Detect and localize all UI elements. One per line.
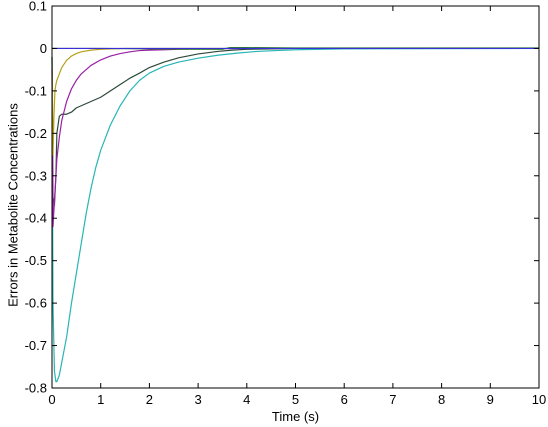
x-tick-label: 5	[292, 392, 299, 407]
x-tick-label: 7	[389, 392, 396, 407]
y-ticks: 0.1 0 -0.1 -0.2 -0.3 -0.4 -0.5 -0.6 -0.7 -0.8	[25, 0, 539, 396]
x-tick-label: 8	[438, 392, 445, 407]
series-layer	[51, 46, 540, 383]
y-tick-label: 0.1	[29, 0, 47, 14]
x-tick-label: 10	[532, 392, 546, 407]
y-tick-label: -0.6	[25, 296, 47, 311]
y-tick-label: -0.3	[25, 168, 47, 183]
x-tick-label: 0	[48, 392, 55, 407]
y-tick-label: -0.4	[25, 211, 47, 226]
y-tick-label: 0	[40, 41, 47, 56]
series-line-1	[51, 47, 540, 383]
x-axis-label: Time (s)	[272, 409, 319, 424]
y-tick-label: -0.5	[25, 253, 47, 268]
x-tick-label: 1	[97, 392, 104, 407]
y-axis-label: Errors in Metabolite Concentrations	[6, 103, 21, 307]
x-tick-label: 3	[194, 392, 201, 407]
y-tick-label: -0.7	[25, 338, 47, 353]
x-ticks: 0 1 2 3 4 5 6 7 8 9 10	[48, 6, 546, 407]
x-tick-label: 9	[487, 392, 494, 407]
series-line-2	[51, 47, 539, 207]
plot-area	[52, 6, 539, 388]
x-tick-label: 4	[243, 392, 250, 407]
x-tick-label: 6	[341, 392, 348, 407]
y-tick-label: -0.8	[25, 381, 47, 396]
y-tick-label: -0.2	[25, 126, 47, 141]
x-tick-label: 2	[146, 392, 153, 407]
y-tick-label: -0.1	[25, 83, 47, 98]
